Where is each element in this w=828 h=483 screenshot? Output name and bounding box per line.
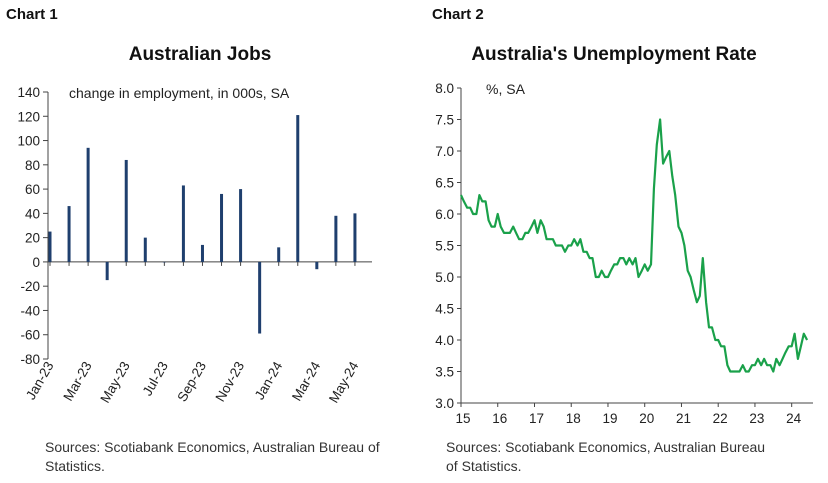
bar-Jan-24 [277,247,281,262]
y-tick-label: 7.0 [435,144,454,159]
chart-note: change in employment, in 000s, SA [69,85,290,101]
y-tick-label: 100 [17,134,40,149]
x-tick-label: 16 [492,411,507,426]
bar-Mar-23 [86,147,90,262]
bar-Nov-23 [239,189,243,262]
x-tick-label: 17 [529,411,544,426]
x-tick-label: May-24 [326,359,362,406]
bar-May-24 [353,213,357,262]
bar-Sep-23 [200,244,204,262]
bar-Jun-23 [143,237,147,262]
y-tick-label: 5.0 [435,270,454,285]
chart-note: %, SA [486,81,526,97]
bar-Feb-24 [296,115,300,262]
bar-Aug-23 [181,185,185,262]
bar-Apr-24 [334,215,338,262]
bar-Oct-23 [220,193,224,262]
unemployment-rate-line [460,118,809,373]
chart-label: Chart 2 [432,6,484,23]
x-tick-label: Sep-23 [174,359,209,404]
bar-Jan-23 [48,231,52,262]
y-tick-label: 5.5 [435,239,454,254]
y-tick-label: -20 [20,279,40,294]
bar-Jul-23 [162,261,166,263]
x-tick-label: May-23 [97,359,132,405]
chart-title: Australia's Unemployment Rate [471,44,757,65]
x-tick-label: 19 [602,411,617,426]
chart-label: Chart 1 [6,6,58,23]
x-tick-label: 15 [455,411,470,426]
x-tick-label: Jan-24 [252,359,286,403]
y-tick-label: 4.0 [435,333,454,348]
chart-panel-unemployment-rate: Chart 2 Australia's Unemployment Rate 3.… [414,0,828,483]
y-tick-label: -60 [20,328,40,343]
chart-source: Sources: Scotiabank Economics, Australia… [446,439,766,474]
y-tick-label: 140 [17,85,40,100]
y-tick-label: 6.0 [435,207,454,222]
x-tick-label: 18 [566,411,581,426]
x-tick-label: 22 [713,411,728,426]
x-tick-label: 23 [749,411,764,426]
x-tick-label: Nov-23 [212,359,247,404]
x-tick-label: Jul-23 [140,359,171,398]
y-tick-label: 3.5 [435,365,454,380]
y-tick-label: 120 [17,109,40,124]
bar-Feb-23 [67,206,71,262]
line-chart-svg: 3.0 3.5 4.0 4.5 5.0 5.5 6.0 6.5 7.0 7.5 8.0 15 16 17 1… [435,81,813,426]
bar-May-23 [124,159,128,262]
y-tick-label: 0 [32,255,40,270]
y-tick-label: 4.5 [435,302,454,317]
y-tick-label: 7.5 [435,113,454,128]
y-tick-label: 8.0 [435,81,454,96]
y-tick-label: 6.5 [435,176,454,191]
x-tick-label: Mar-23 [60,359,94,404]
x-tick-label: 20 [639,411,654,426]
chart-panel-australian-jobs: Chart 1 Australian Jobs -80 -60 -40 -20 0 20 4… [6,6,380,474]
y-tick-label: 3.0 [435,396,454,411]
bar-Mar-24 [315,261,319,270]
x-tick-label: Mar-24 [289,359,324,404]
x-tick-label: 24 [786,411,802,426]
x-tick-label: 21 [676,411,691,426]
bar-Dec-23 [258,261,262,334]
chart-source: Sources: Scotiabank Economics, Australia… [45,439,380,474]
y-tick-label: 20 [25,231,40,246]
chart-title: Australian Jobs [128,44,272,65]
y-tick-label: -40 [20,303,40,318]
y-tick-label: 40 [25,206,40,221]
bar-Apr-23 [105,261,109,281]
y-tick-label: 60 [25,182,40,197]
y-tick-label: -80 [20,352,40,367]
y-tick-label: 80 [25,158,40,173]
